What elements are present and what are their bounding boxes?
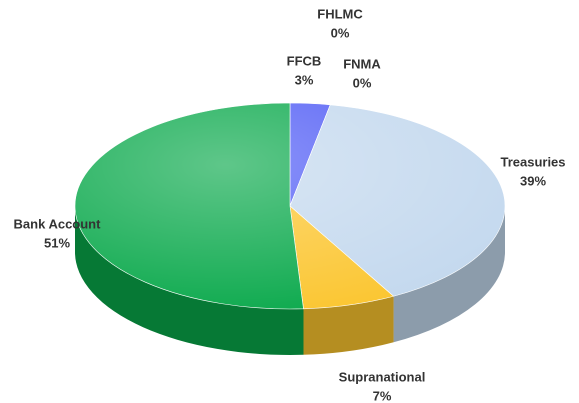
- slice-value-label: 0%: [353, 75, 372, 90]
- slice-label: FFCB: [287, 53, 322, 68]
- slice-label: FHLMC: [317, 6, 363, 21]
- slice-label: Supranational: [339, 369, 426, 384]
- slice-value-label: 0%: [331, 25, 350, 40]
- slice-label: FNMA: [343, 56, 381, 71]
- slice-label: Treasuries: [500, 154, 565, 169]
- slice-value-label: 3%: [295, 72, 314, 87]
- slice-side: [75, 206, 304, 355]
- slice-label: Bank Account: [14, 216, 102, 231]
- slice-side: [303, 296, 394, 355]
- slice-value-label: 7%: [373, 388, 392, 403]
- slice-value-label: 39%: [520, 173, 546, 188]
- slice-value-label: 51%: [44, 235, 70, 250]
